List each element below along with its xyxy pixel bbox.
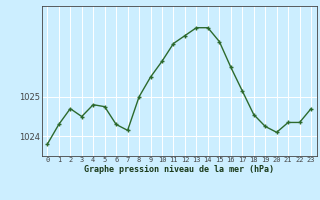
X-axis label: Graphe pression niveau de la mer (hPa): Graphe pression niveau de la mer (hPa) bbox=[84, 165, 274, 174]
